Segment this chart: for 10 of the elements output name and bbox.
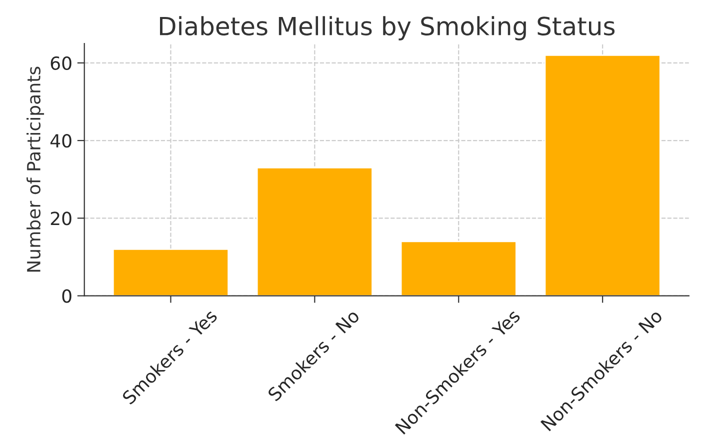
- y-tick-label: 60: [50, 56, 72, 70]
- chart-title: Diabetes Mellitus by Smoking Status: [160, 16, 615, 40]
- y-tick-label: 20: [50, 212, 72, 226]
- bar: [544, 54, 661, 296]
- bar: [400, 240, 517, 296]
- y-tick-label: 40: [50, 134, 72, 148]
- y-axis-title: Number of Participants: [26, 66, 44, 272]
- bar: [112, 248, 230, 296]
- bar: [256, 167, 373, 296]
- y-tick-label: 0: [62, 289, 72, 303]
